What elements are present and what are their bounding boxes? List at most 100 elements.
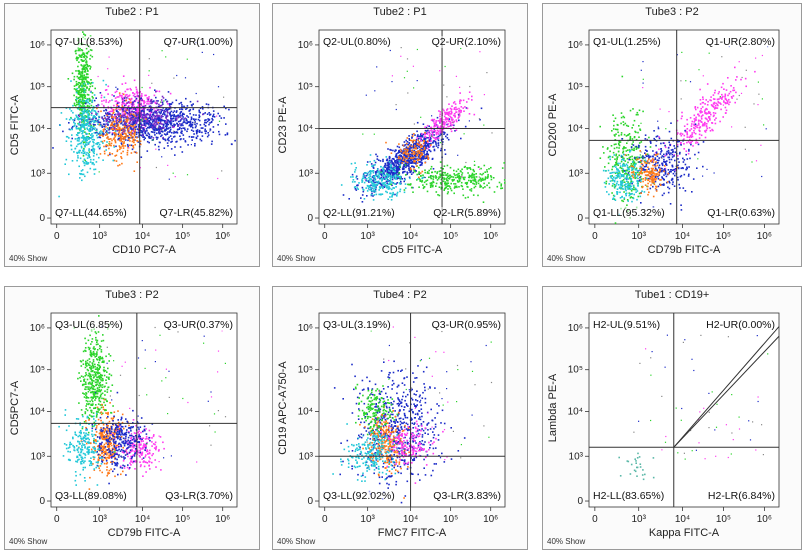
event-point [443,84,445,86]
event-point [91,127,94,129]
event-point [119,128,121,131]
event-point [384,169,387,172]
event-point [92,116,94,119]
event-point [133,93,136,95]
event-point [458,176,460,178]
event-point [116,128,118,131]
event-point [133,126,136,128]
event-point [148,105,151,108]
event-point [689,138,691,141]
event-point [479,118,481,121]
event-point [396,191,399,194]
event-point [106,119,109,122]
event-point [198,129,201,132]
event-point [403,189,406,191]
event-point [466,167,468,169]
event-point [702,101,705,104]
event-point [65,118,68,120]
event-point [458,177,461,180]
event-point [455,119,458,121]
event-point [400,47,402,49]
event-point [118,118,120,121]
event-point [122,98,125,100]
event-point [361,194,364,196]
event-point [88,105,91,108]
event-point [180,127,183,130]
event-point [122,100,124,102]
event-point [415,158,417,161]
event-point [85,99,88,101]
event-point [605,180,608,183]
event-point [93,173,96,175]
event-point [400,155,402,157]
event-point [84,137,86,139]
event-point [484,176,487,178]
event-point [124,113,127,115]
event-point [693,131,695,134]
event-point [621,155,624,158]
event-point [421,157,424,160]
event-point [146,117,149,119]
event-point [87,50,90,53]
event-point [452,118,454,121]
event-point [134,111,137,113]
event-point [418,171,420,173]
event-point [416,121,419,124]
event-point [486,72,488,74]
event-point [394,178,397,180]
event-point [84,94,86,97]
event-point [439,176,441,178]
event-point [418,176,420,179]
event-point [482,179,485,181]
event-point [141,86,143,89]
event-point [173,77,175,79]
event-point [636,147,638,149]
event-point [115,107,118,110]
event-point [123,106,125,108]
event-point [361,186,364,189]
event-point [693,123,695,126]
event-point [115,120,118,122]
event-point [176,122,178,125]
event-point [414,139,416,142]
event-point [386,173,388,175]
event-point [415,142,418,144]
event-point [156,109,159,112]
event-point [93,121,95,124]
event-point [707,112,709,115]
event-point [150,135,153,138]
event-point [140,109,142,112]
event-point [126,125,128,128]
event-point [78,149,81,152]
event-point [77,49,79,52]
event-point [127,147,129,149]
event-point [169,92,172,95]
event-point [65,107,68,109]
event-point [171,140,173,143]
event-point [417,144,420,146]
event-point [137,124,140,126]
event-point [145,118,147,120]
event-point [186,130,188,133]
event-point [168,136,170,139]
event-point [452,114,455,117]
event-point [391,75,393,77]
quadrant-label-ll: Q7-LL(44.65%) [55,207,127,219]
event-point [445,135,447,138]
event-point [95,143,97,145]
event-point [79,92,81,94]
event-point [97,133,100,135]
event-point [73,94,75,97]
event-point [205,121,207,124]
event-point [77,93,80,95]
event-point [633,119,636,122]
event-point [382,183,384,185]
event-point [686,123,689,126]
event-point [727,77,729,79]
event-point [105,109,108,112]
event-point [85,67,88,70]
event-point [406,173,408,176]
event-point [173,126,175,129]
event-point [90,91,92,93]
event-point [163,112,165,114]
